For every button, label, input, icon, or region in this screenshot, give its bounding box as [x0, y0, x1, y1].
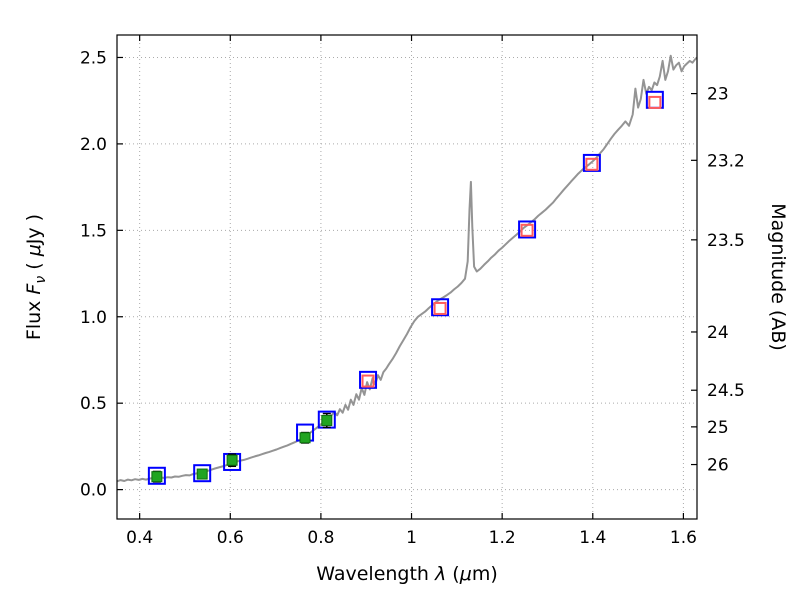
tick-labels: 0.4 0.6 0.8 1 1.2 1.4 1.6 0.0 0.5 1.0 1.5 2.0 2.5 23 2… [80, 48, 745, 548]
spectrum-line [116, 54, 698, 483]
model-photometry-marker [431, 298, 450, 317]
x-tick-label: 1.6 [670, 528, 697, 548]
x-tick-label: 1 [406, 528, 417, 548]
x-tick-label: 0.8 [307, 528, 334, 548]
model-photometry-series [147, 90, 664, 485]
x-tick-label: 1.2 [489, 528, 516, 548]
observed-photometry-red-marker [520, 223, 534, 237]
x-tick-label: 1.4 [579, 528, 606, 548]
observed-photometry-red-marker [361, 374, 375, 388]
x-tick-label: 0.6 [217, 528, 244, 548]
y-tick-label: 2.5 [80, 48, 107, 68]
tick-marks [117, 35, 697, 519]
model-photometry-marker [359, 370, 378, 389]
magnitude-tick-label: 26 [707, 456, 729, 476]
y-tick-label: 0.0 [80, 481, 107, 501]
magnitude-tick-label: 24 [707, 323, 729, 343]
y-tick-label: 1.0 [80, 308, 107, 328]
y-axis-label-left: Flux Fν ( μJy ) [23, 214, 49, 340]
observed-photometry-green-marker [226, 454, 238, 466]
magnitude-tick-label: 23.5 [707, 231, 745, 251]
y-tick-label: 0.5 [80, 394, 107, 414]
magnitude-tick-label: 25 [707, 418, 729, 438]
grid [117, 35, 697, 519]
observed-photometry-green-marker [196, 468, 208, 480]
observed-photometry-red-marker [648, 95, 662, 109]
observed-photometry-green-marker [299, 432, 311, 444]
model-photometry-marker [582, 153, 601, 172]
observed-photometry-red-marker [433, 301, 447, 315]
plot-frame [116, 34, 698, 520]
observed-photometry-green-series [151, 412, 333, 483]
magnitude-tick-label: 24.5 [707, 381, 745, 401]
observed-photometry-red-series [361, 95, 662, 388]
model-photometry-marker [147, 466, 166, 485]
magnitude-tick-label: 23 [707, 85, 729, 105]
y-axis-label-right: Magnitude (AB) [767, 203, 789, 351]
x-tick-label: 0.4 [126, 528, 153, 548]
y-tick-label: 2.0 [80, 135, 107, 155]
magnitude-tick-label: 23.2 [707, 151, 745, 171]
observed-photometry-red-marker [585, 157, 599, 171]
model-photometry-marker [193, 464, 212, 483]
x-axis-label: Wavelength λ (μm) [316, 563, 497, 585]
model-photometry-marker [518, 220, 537, 239]
observed-photometry-green-marker [321, 414, 333, 426]
y-tick-label: 1.5 [80, 221, 107, 241]
observed-photometry-green-marker [151, 471, 163, 483]
